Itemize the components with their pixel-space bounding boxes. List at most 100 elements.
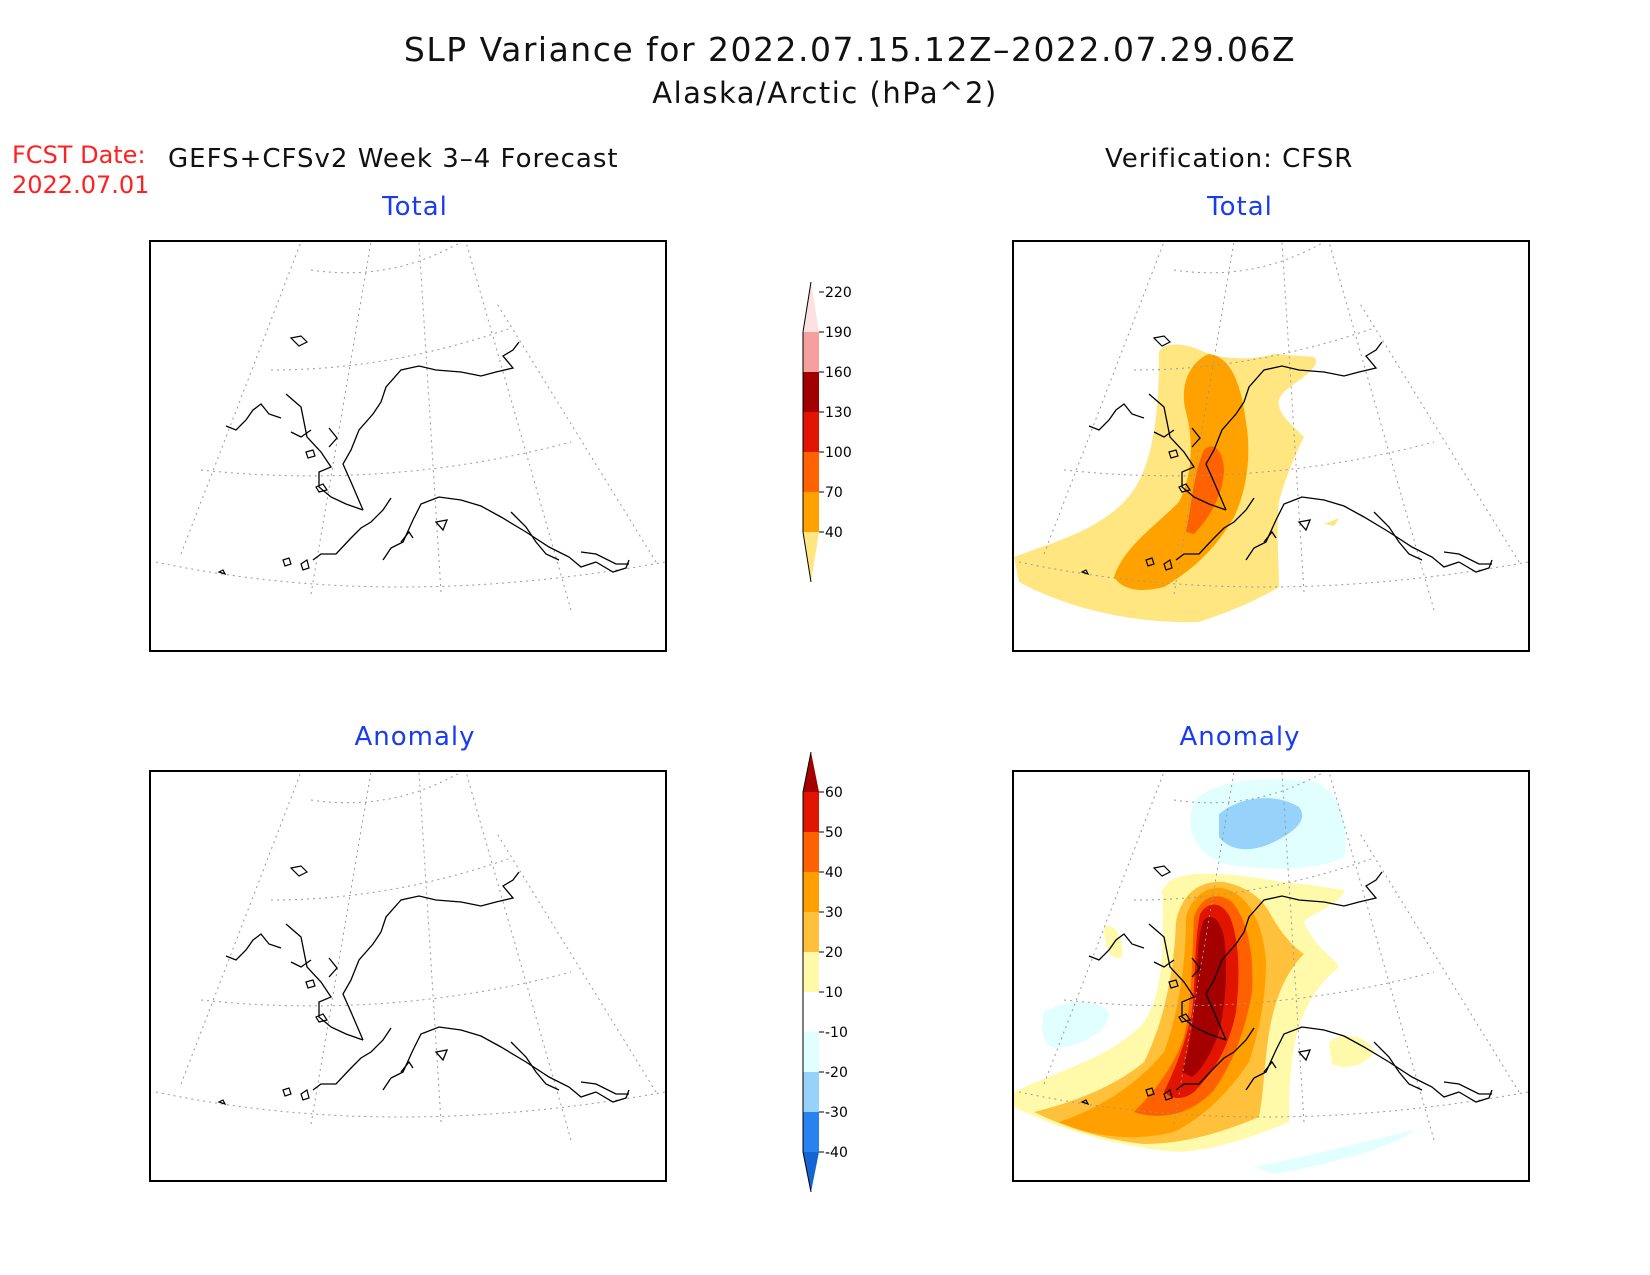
coastline <box>1443 551 1492 565</box>
coastline <box>1373 1041 1423 1091</box>
island-outline <box>1145 1087 1155 1097</box>
coastline <box>225 933 282 961</box>
shaded-contour <box>1329 1035 1374 1067</box>
colorbar-label: 20 <box>825 945 843 961</box>
island-outline <box>217 1099 227 1106</box>
map-grid-line <box>465 242 572 611</box>
colorbar-label: -20 <box>825 1065 848 1081</box>
coastline <box>1175 497 1255 561</box>
chart-subtitle: Alaska/Arctic (hPa^2) <box>652 76 998 110</box>
island-outline <box>289 335 309 347</box>
map-grid-line <box>1043 772 1165 1085</box>
forecast-date-value: 2022.07.01 <box>12 171 150 199</box>
coastline <box>1373 511 1423 561</box>
map-grid-line <box>1281 772 1305 1123</box>
colorbar-segment <box>803 872 819 912</box>
coastline <box>290 959 312 968</box>
map-grid-line <box>310 242 372 595</box>
coastline <box>328 957 338 978</box>
map-grid-line <box>1173 242 1325 274</box>
total-colorbar: 40 70 100 130 160 190 220 <box>795 281 865 618</box>
colorbar-segment <box>803 992 819 1032</box>
map-grid-line <box>155 561 665 588</box>
coastline <box>1088 933 1145 961</box>
forecast-date-block: FCST Date: 2022.07.01 <box>12 140 149 200</box>
coastline <box>1148 393 1227 511</box>
coastline <box>1175 1027 1255 1091</box>
colorbar-segment <box>803 752 819 792</box>
coastline <box>1191 427 1201 448</box>
coastline <box>290 429 312 438</box>
colorbar-edge <box>802 281 812 583</box>
map-grid-line <box>270 327 512 371</box>
shaded-contour <box>1182 916 1227 1077</box>
map-grid-line <box>1358 831 1520 1093</box>
island-outline <box>1152 335 1172 347</box>
island-outline <box>289 865 309 877</box>
coastline <box>1263 530 1277 543</box>
map-grid-line <box>200 971 572 1007</box>
colorbar-segment <box>803 532 819 582</box>
shaded-contour <box>1042 1001 1109 1049</box>
colorbar-label: 70 <box>825 485 843 501</box>
colorbar-label: 40 <box>825 865 843 881</box>
island-outline <box>217 569 227 576</box>
coastline <box>510 511 560 561</box>
colorbar-label: -10 <box>825 1025 848 1041</box>
coastline <box>285 923 364 1041</box>
map-grid-line <box>1358 301 1520 563</box>
coastline <box>1205 871 1383 1041</box>
map-grid-line <box>1043 242 1165 555</box>
colorbar-label: 130 <box>825 405 852 421</box>
colorbar-segment <box>803 282 819 332</box>
colorbar-label: 40 <box>825 525 843 541</box>
map-grid-line <box>418 242 442 593</box>
island-outline <box>282 557 292 567</box>
coastline <box>1148 923 1227 1041</box>
island-outline <box>1080 1099 1090 1106</box>
verification-column-header: Verification: CFSR <box>1105 144 1354 174</box>
map-grid-line <box>1063 971 1435 1007</box>
map-grid-line <box>1018 561 1528 588</box>
colorbar-label: 60 <box>825 785 843 801</box>
chart-title: SLP Variance for 2022.07.15.12Z–2022.07.… <box>403 30 1297 69</box>
forecast-anomaly-map-canvas <box>155 772 665 1141</box>
map-grid-line <box>1063 441 1435 477</box>
colorbar-segment <box>803 792 819 832</box>
colorbar-segment <box>803 1032 819 1072</box>
anomaly-colorbar-graphic: -40 -30 -20 -10 10 20 30 40 50 60 <box>802 751 848 1193</box>
forecast-column-header: GEFS+CFSv2 Week 3–4 Forecast <box>168 144 619 174</box>
island-outline <box>1163 559 1173 571</box>
map-grid-line <box>155 1091 665 1118</box>
colorbar-segment <box>803 1072 819 1112</box>
verification-anomaly-map-canvas <box>1014 772 1528 1174</box>
forecast-anomaly-map <box>149 770 667 1182</box>
shaded-contour <box>1104 926 1123 959</box>
map-grid-line <box>1173 772 1325 804</box>
island-outline <box>315 1013 328 1023</box>
shaded-contour <box>1324 518 1339 526</box>
map-grid-line <box>180 772 302 1085</box>
colorbar-segment <box>803 1112 819 1152</box>
coastline <box>400 1060 414 1073</box>
island-outline <box>300 1089 310 1101</box>
map-grid-line <box>465 772 572 1141</box>
coastline <box>580 551 629 565</box>
coastline <box>1297 1049 1312 1062</box>
verification-total-map-canvas <box>1014 242 1528 623</box>
map-grid-line <box>418 772 442 1123</box>
coastline <box>328 427 338 448</box>
coastline <box>312 497 392 561</box>
map-grid-line <box>180 242 302 555</box>
island-outline <box>1163 1089 1173 1101</box>
map-grid-line <box>495 831 657 1093</box>
colorbar-label: -40 <box>825 1145 848 1161</box>
shaded-contour <box>1254 1130 1414 1174</box>
island-outline <box>1152 865 1172 877</box>
coastline <box>312 1027 392 1091</box>
colorbar-segment <box>803 372 819 412</box>
coastline <box>382 1026 597 1098</box>
forecast-total-map <box>149 240 667 652</box>
colorbar-label: 50 <box>825 825 843 841</box>
verification-anomaly-title: Anomaly <box>1179 722 1301 752</box>
